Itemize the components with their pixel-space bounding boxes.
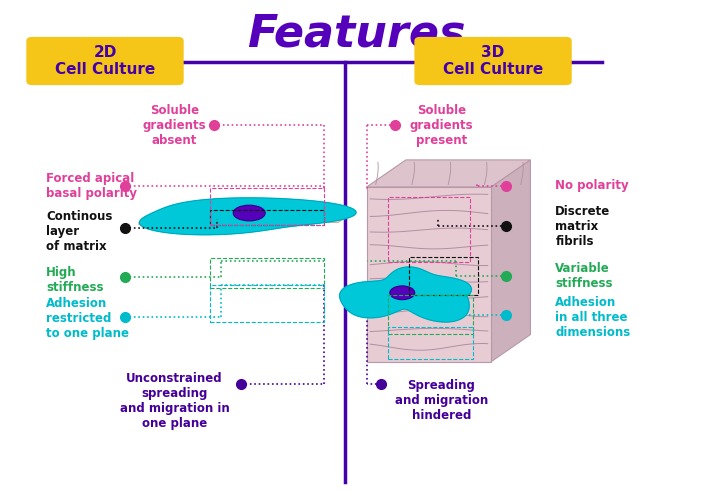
Polygon shape <box>150 215 349 217</box>
Polygon shape <box>140 198 356 235</box>
Bar <box>210 210 324 225</box>
Bar <box>210 285 324 322</box>
Text: Unconstrained
spreading
and migration in
one plane: Unconstrained spreading and migration in… <box>120 372 229 430</box>
Text: High
stiffness: High stiffness <box>46 267 104 294</box>
Polygon shape <box>340 267 471 322</box>
Bar <box>388 197 470 262</box>
Bar <box>210 258 324 288</box>
Bar <box>388 295 473 334</box>
Text: No polarity: No polarity <box>555 180 629 192</box>
Text: Soluble
gradients
present: Soluble gradients present <box>409 104 473 147</box>
Text: Spreading
and migration
hindered: Spreading and migration hindered <box>395 379 488 423</box>
Text: Continous
layer
of matrix: Continous layer of matrix <box>46 210 112 253</box>
Polygon shape <box>367 187 491 362</box>
Text: Variable
stiffness: Variable stiffness <box>555 262 613 289</box>
Bar <box>409 257 478 295</box>
Text: Adhesion
in all three
dimensions: Adhesion in all three dimensions <box>555 296 631 339</box>
Text: Discrete
matrix
fibrils: Discrete matrix fibrils <box>555 205 611 248</box>
Ellipse shape <box>390 286 414 300</box>
Bar <box>388 327 473 359</box>
Polygon shape <box>367 160 530 187</box>
Polygon shape <box>491 160 530 362</box>
FancyBboxPatch shape <box>26 37 184 85</box>
FancyBboxPatch shape <box>414 37 572 85</box>
Text: Adhesion
restricted
to one plane: Adhesion restricted to one plane <box>46 297 130 340</box>
Polygon shape <box>139 215 349 222</box>
Bar <box>210 188 324 225</box>
Polygon shape <box>139 215 150 225</box>
Ellipse shape <box>234 205 266 221</box>
Text: 2D
Cell Culture: 2D Cell Culture <box>56 45 155 77</box>
Text: Soluble
gradients
absent: Soluble gradients absent <box>142 104 206 147</box>
Text: Features: Features <box>247 12 465 55</box>
Text: 3D
Cell Culture: 3D Cell Culture <box>443 45 543 77</box>
Text: Forced apical
basal polarity: Forced apical basal polarity <box>46 172 137 200</box>
